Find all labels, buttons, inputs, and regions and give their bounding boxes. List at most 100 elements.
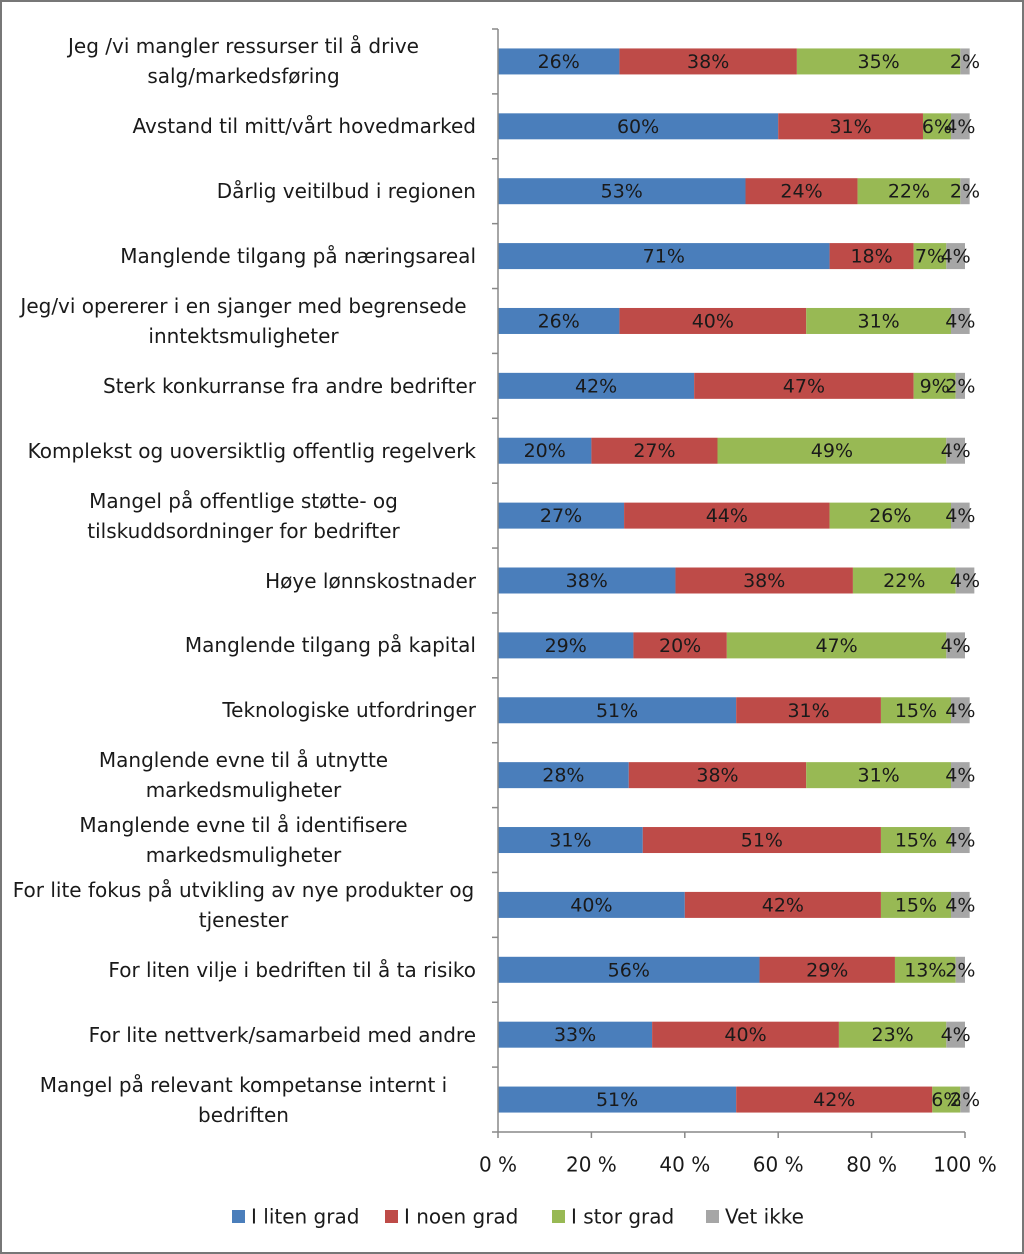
bar-segment bbox=[624, 502, 830, 529]
bar-segment bbox=[498, 48, 620, 75]
value-label: 31% bbox=[857, 765, 899, 787]
category-label-box: Sterk konkurranse fra andre bedrifter bbox=[0, 354, 476, 418]
y-tick-label: Dårlig veitilbud i regionen bbox=[216, 179, 476, 204]
category-label-box: Manglende evne til å identifisere marked… bbox=[0, 808, 476, 872]
category-label-box: For lite nettverk/samarbeid med andre bbox=[0, 1003, 476, 1067]
value-label: 26% bbox=[869, 505, 911, 527]
value-label: 40% bbox=[570, 894, 612, 916]
value-label: 42% bbox=[813, 1089, 855, 1111]
value-label: 18% bbox=[850, 246, 892, 268]
value-label: 31% bbox=[787, 700, 829, 722]
category-label-box: Høye lønnskostnader bbox=[0, 549, 476, 613]
bar-segment bbox=[694, 372, 914, 399]
bar-segment bbox=[960, 178, 970, 205]
bar-segment bbox=[932, 1086, 961, 1113]
bar-segment bbox=[759, 956, 895, 983]
value-label: 4% bbox=[945, 830, 975, 852]
bar-segment bbox=[880, 697, 951, 724]
x-tick-label: 100 % bbox=[933, 1153, 997, 1177]
bar-segment bbox=[955, 372, 965, 399]
bar-segment bbox=[950, 827, 970, 854]
bar-segment bbox=[675, 567, 853, 594]
value-label: 38% bbox=[696, 765, 738, 787]
bar-segment bbox=[498, 437, 592, 464]
legend-swatch bbox=[706, 1210, 719, 1223]
bar-segment bbox=[950, 891, 970, 918]
bar-segment bbox=[684, 891, 881, 918]
y-tick-label: Høye lønnskostnader bbox=[265, 568, 476, 593]
category-label-box: Manglende evne til å utnytte markedsmuli… bbox=[0, 743, 476, 807]
y-tick-label: For lite fokus på utvikling av nye produ… bbox=[12, 877, 475, 932]
y-tick-label: Avstand til mitt/vårt hovedmarked bbox=[132, 114, 476, 139]
value-label: 9% bbox=[920, 375, 950, 397]
bar-segment bbox=[736, 697, 881, 724]
value-label: 31% bbox=[857, 310, 899, 332]
bar-segment bbox=[619, 307, 807, 334]
bar-segment bbox=[960, 48, 970, 75]
value-label: 38% bbox=[743, 570, 785, 592]
value-label: 4% bbox=[945, 894, 975, 916]
bar-segment bbox=[950, 697, 970, 724]
value-label: 20% bbox=[659, 635, 701, 657]
bar-segment bbox=[946, 243, 965, 270]
value-label: 47% bbox=[783, 375, 825, 397]
bar-segment bbox=[950, 113, 970, 140]
value-label: 4% bbox=[941, 1024, 971, 1046]
bar-segment bbox=[950, 502, 970, 529]
value-label: 4% bbox=[941, 440, 971, 462]
bar-segment bbox=[894, 956, 956, 983]
bar-segment bbox=[745, 178, 858, 205]
bar-segment bbox=[498, 502, 625, 529]
y-tick-label: Komplekst og uoversiktlig offentlig rege… bbox=[27, 438, 476, 463]
bar-segment bbox=[498, 891, 685, 918]
bar-segment bbox=[717, 437, 947, 464]
value-label: 4% bbox=[950, 570, 980, 592]
bar-segment bbox=[806, 307, 951, 334]
bar-segment bbox=[498, 956, 760, 983]
bar-segment bbox=[726, 632, 947, 659]
value-label: 4% bbox=[945, 765, 975, 787]
value-label: 4% bbox=[945, 505, 975, 527]
legend-label: I liten grad bbox=[251, 1205, 359, 1229]
bar-segment bbox=[852, 567, 956, 594]
category-label-box: Avstand til mitt/vårt hovedmarked bbox=[0, 94, 476, 158]
value-label: 2% bbox=[950, 51, 980, 73]
value-label: 6% bbox=[931, 1089, 961, 1111]
bar-segment bbox=[498, 307, 620, 334]
bar-segment bbox=[946, 1021, 965, 1048]
bar-segment bbox=[806, 762, 951, 789]
value-label: 33% bbox=[554, 1024, 596, 1046]
legend-label: I noen grad bbox=[404, 1205, 518, 1229]
value-label: 51% bbox=[596, 1089, 638, 1111]
legend-swatch bbox=[385, 1210, 398, 1223]
y-tick-label: Manglende tilgang på næringsareal bbox=[120, 244, 476, 269]
y-tick-label: Jeg/vi opererer i en sjanger med begrens… bbox=[20, 293, 467, 348]
value-label: 29% bbox=[545, 635, 587, 657]
legend-label: I stor grad bbox=[571, 1205, 674, 1229]
value-label: 35% bbox=[857, 51, 899, 73]
bar-segment bbox=[642, 827, 881, 854]
bar-segment bbox=[880, 891, 951, 918]
category-label-box: For liten vilje i bedriften til å ta ris… bbox=[0, 938, 476, 1002]
x-tick-label: 0 % bbox=[479, 1153, 517, 1177]
category-label-box: Manglende tilgang på næringsareal bbox=[0, 224, 476, 288]
value-label: 49% bbox=[811, 440, 853, 462]
bar-segment bbox=[498, 697, 737, 724]
y-tick-label: Manglende evne til å utnytte markedsmuli… bbox=[98, 748, 389, 803]
value-label: 20% bbox=[524, 440, 566, 462]
value-label: 42% bbox=[575, 375, 617, 397]
y-tick-label: Manglende evne til å identifisere marked… bbox=[79, 813, 408, 868]
x-tick-label: 60 % bbox=[753, 1153, 804, 1177]
category-label-box: Komplekst og uoversiktlig offentlig rege… bbox=[0, 419, 476, 483]
category-label-box: Manglende tilgang på kapital bbox=[0, 613, 476, 677]
bar-segment bbox=[950, 762, 970, 789]
bar-segment bbox=[498, 632, 634, 659]
y-tick-label: Sterk konkurranse fra andre bedrifter bbox=[102, 373, 476, 398]
category-label-box: Mangel på relevant kompetanse internt i … bbox=[0, 1068, 476, 1132]
bar-segment bbox=[498, 567, 676, 594]
bar-segment bbox=[960, 1086, 970, 1113]
category-label-box: Jeg/vi opererer i en sjanger med begrens… bbox=[0, 289, 476, 353]
bar-segment bbox=[633, 632, 727, 659]
